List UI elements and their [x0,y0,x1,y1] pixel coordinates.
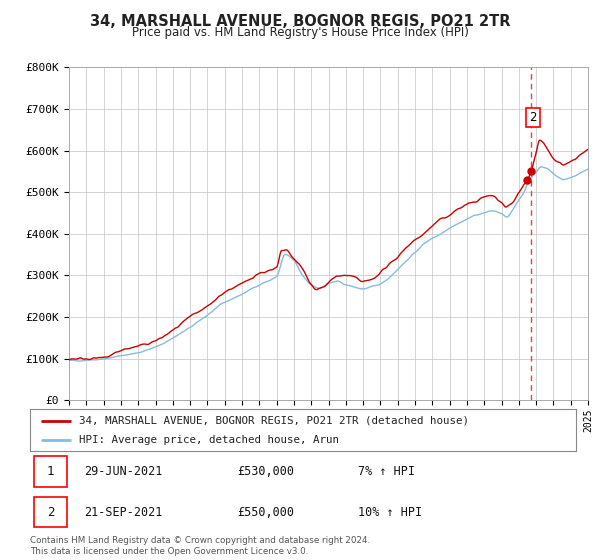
Text: 1: 1 [47,465,55,478]
Text: 29-JUN-2021: 29-JUN-2021 [85,465,163,478]
Text: 21-SEP-2021: 21-SEP-2021 [85,506,163,519]
Text: 7% ↑ HPI: 7% ↑ HPI [358,465,415,478]
Text: HPI: Average price, detached house, Arun: HPI: Average price, detached house, Arun [79,435,339,445]
FancyBboxPatch shape [34,497,67,528]
Text: 2: 2 [47,506,55,519]
Text: £530,000: £530,000 [238,465,295,478]
Text: Contains HM Land Registry data © Crown copyright and database right 2024.
This d: Contains HM Land Registry data © Crown c… [30,536,370,556]
Text: 2: 2 [529,111,537,124]
Text: Price paid vs. HM Land Registry's House Price Index (HPI): Price paid vs. HM Land Registry's House … [131,26,469,39]
Text: 10% ↑ HPI: 10% ↑ HPI [358,506,422,519]
Text: 34, MARSHALL AVENUE, BOGNOR REGIS, PO21 2TR (detached house): 34, MARSHALL AVENUE, BOGNOR REGIS, PO21 … [79,416,469,426]
Text: 34, MARSHALL AVENUE, BOGNOR REGIS, PO21 2TR: 34, MARSHALL AVENUE, BOGNOR REGIS, PO21 … [90,14,510,29]
Text: £550,000: £550,000 [238,506,295,519]
FancyBboxPatch shape [34,456,67,487]
